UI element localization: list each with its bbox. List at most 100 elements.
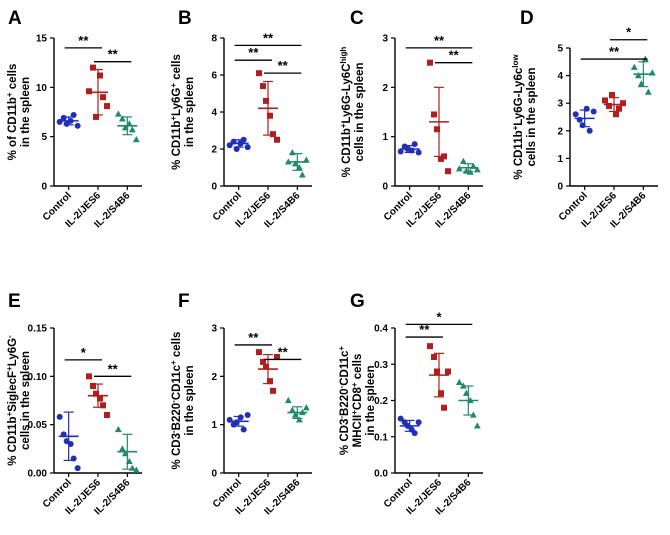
significance-label: * — [81, 345, 87, 360]
panel-g: G0.00.10.20.30.4% CD3-B220-CD11c+MHCII+C… — [337, 291, 483, 517]
data-point — [616, 105, 622, 112]
significance-label: ** — [419, 322, 430, 337]
y-label-superscript: + — [5, 92, 14, 97]
y-label-part: B220 — [171, 403, 183, 431]
y-tick-label: 4 — [557, 71, 563, 82]
panel-letter: D — [520, 8, 534, 29]
y-label-part: % CD11b — [341, 128, 353, 177]
y-tick-label: 0.0 — [374, 469, 388, 480]
y-axis-label: % CD11b+Ly6G-Ly6Chigh — [339, 47, 354, 178]
data-point — [606, 102, 612, 109]
data-point — [90, 64, 96, 71]
y-label-part: Ly6G — [7, 338, 19, 366]
data-point — [302, 404, 310, 411]
data-point — [634, 72, 642, 79]
y-tick-label: 0 — [557, 182, 563, 193]
significance-label: ** — [449, 48, 460, 63]
data-point — [288, 149, 296, 156]
significance-label: ** — [263, 30, 274, 45]
data-point — [620, 100, 626, 107]
data-point — [100, 402, 106, 409]
y-tick-label: 4 — [211, 108, 217, 119]
data-point — [295, 416, 303, 423]
data-point — [114, 110, 122, 117]
significance-label: ** — [108, 361, 119, 376]
y-axis-label: in the spleen — [184, 77, 196, 147]
y-axis-label: in the spleen — [184, 365, 196, 435]
y-axis-label: cells in the spleen — [526, 67, 538, 166]
y-label-part: cells — [7, 64, 19, 93]
panel-letter: E — [8, 291, 21, 312]
data-point — [93, 113, 99, 120]
data-point — [288, 406, 296, 413]
y-tick-label: 0.00 — [28, 469, 48, 480]
y-tick-label: 8 — [211, 34, 217, 45]
data-point — [284, 396, 292, 404]
y-axis-label: in the spleen — [20, 77, 32, 147]
y-axis-label: MHCII+CD8+ cells — [350, 354, 365, 448]
y-tick-label: 2 — [211, 145, 217, 156]
y-label-superscript: + — [169, 83, 178, 88]
data-point — [256, 70, 262, 77]
panel-letter: B — [178, 8, 192, 29]
y-axis-label: % CD11b+SiglecF+Ly6G- — [5, 335, 20, 466]
data-point — [132, 466, 140, 473]
y-label-part: % CD3 — [171, 433, 183, 469]
y-tick-label: 0 — [41, 182, 47, 193]
significance-label: ** — [248, 45, 259, 60]
y-tick-label: 0 — [382, 182, 388, 193]
y-tick-label: 3 — [382, 34, 388, 45]
data-point — [441, 404, 447, 411]
panel-e: E0.000.050.100.15% CD11b+SiglecF+Ly6G-ce… — [5, 291, 142, 517]
y-tick-label: 2 — [382, 83, 388, 94]
y-label-part: CD11c — [171, 364, 183, 400]
y-label-superscript: + — [511, 125, 520, 130]
data-point — [431, 111, 437, 118]
y-label-superscript: high — [339, 47, 348, 64]
y-label-part: cells — [171, 332, 183, 361]
y-label-part: cells in the spleen — [20, 351, 32, 450]
data-point — [86, 373, 92, 380]
data-point — [473, 422, 481, 429]
y-label-superscript: - — [5, 335, 14, 338]
data-point — [415, 149, 422, 156]
data-point — [455, 378, 463, 385]
data-point — [56, 413, 63, 420]
y-tick-label: 0.3 — [374, 360, 388, 371]
data-point — [438, 390, 444, 397]
data-point — [60, 114, 67, 121]
y-tick-label: 5 — [557, 44, 563, 55]
y-label-part: % CD11b — [171, 121, 183, 170]
y-label-part: in the spleen — [20, 77, 32, 147]
data-point — [90, 383, 96, 389]
y-label-part: CD8 — [352, 386, 364, 410]
significance-label: ** — [248, 330, 259, 345]
data-point — [100, 94, 106, 101]
y-tick-label: 0.05 — [28, 420, 48, 431]
y-tick-label: 1 — [557, 154, 563, 165]
data-point — [459, 157, 467, 164]
data-point — [132, 136, 140, 143]
data-point — [586, 127, 593, 134]
data-point — [263, 363, 269, 370]
data-point — [397, 415, 404, 422]
significance-label: ** — [108, 47, 119, 62]
y-label-superscript: + — [337, 346, 346, 351]
data-point — [97, 395, 103, 402]
data-point — [274, 354, 280, 360]
panel-letter: F — [178, 291, 190, 312]
y-label-part: B220 — [339, 388, 351, 416]
data-point — [270, 131, 276, 138]
y-tick-label: 0.1 — [374, 432, 388, 443]
y-tick-label: 15 — [36, 34, 48, 45]
significance-label: ** — [278, 58, 289, 73]
y-tick-label: 0.4 — [374, 324, 388, 335]
panel-letter: A — [8, 8, 22, 29]
data-point — [263, 97, 269, 104]
data-point — [240, 426, 247, 433]
